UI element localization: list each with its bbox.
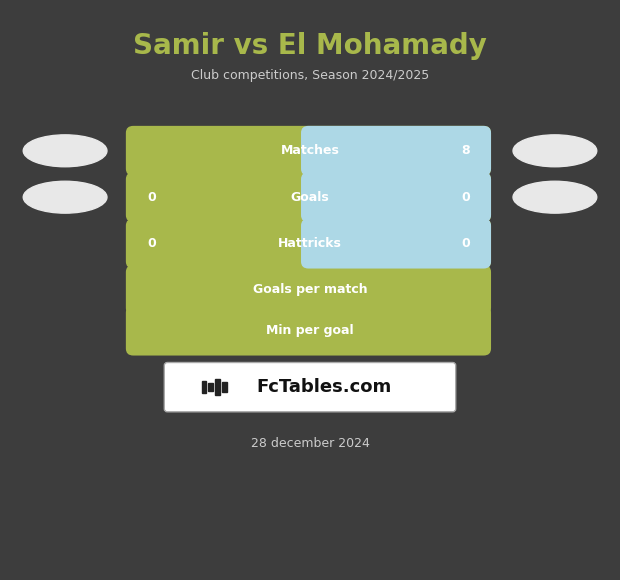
FancyBboxPatch shape bbox=[301, 126, 491, 176]
Ellipse shape bbox=[513, 135, 596, 167]
FancyBboxPatch shape bbox=[301, 219, 491, 269]
Text: 0: 0 bbox=[147, 237, 156, 250]
Text: Min per goal: Min per goal bbox=[266, 324, 354, 337]
Text: Goals: Goals bbox=[291, 191, 329, 204]
Text: Matches: Matches bbox=[281, 144, 339, 157]
Ellipse shape bbox=[23, 181, 107, 213]
Text: 0: 0 bbox=[147, 191, 156, 204]
Text: 28 december 2024: 28 december 2024 bbox=[250, 437, 370, 450]
FancyBboxPatch shape bbox=[126, 265, 491, 315]
Text: Club competitions, Season 2024/2025: Club competitions, Season 2024/2025 bbox=[191, 69, 429, 82]
Text: Hattricks: Hattricks bbox=[278, 237, 342, 250]
Text: FcTables.com: FcTables.com bbox=[257, 378, 392, 396]
FancyBboxPatch shape bbox=[126, 126, 491, 176]
Bar bbox=[202, 382, 206, 393]
Ellipse shape bbox=[513, 181, 596, 213]
Bar bbox=[222, 382, 227, 393]
Text: Goals per match: Goals per match bbox=[253, 284, 367, 296]
FancyBboxPatch shape bbox=[301, 172, 491, 222]
FancyBboxPatch shape bbox=[164, 362, 456, 412]
FancyBboxPatch shape bbox=[126, 219, 491, 269]
FancyBboxPatch shape bbox=[126, 306, 491, 356]
Text: 0: 0 bbox=[461, 191, 470, 204]
Text: 8: 8 bbox=[461, 144, 470, 157]
Ellipse shape bbox=[23, 135, 107, 167]
Text: Samir vs El Mohamady: Samir vs El Mohamady bbox=[133, 32, 487, 60]
Text: 0: 0 bbox=[461, 237, 470, 250]
Bar bbox=[208, 383, 213, 391]
FancyBboxPatch shape bbox=[126, 172, 491, 222]
Bar bbox=[215, 379, 220, 396]
